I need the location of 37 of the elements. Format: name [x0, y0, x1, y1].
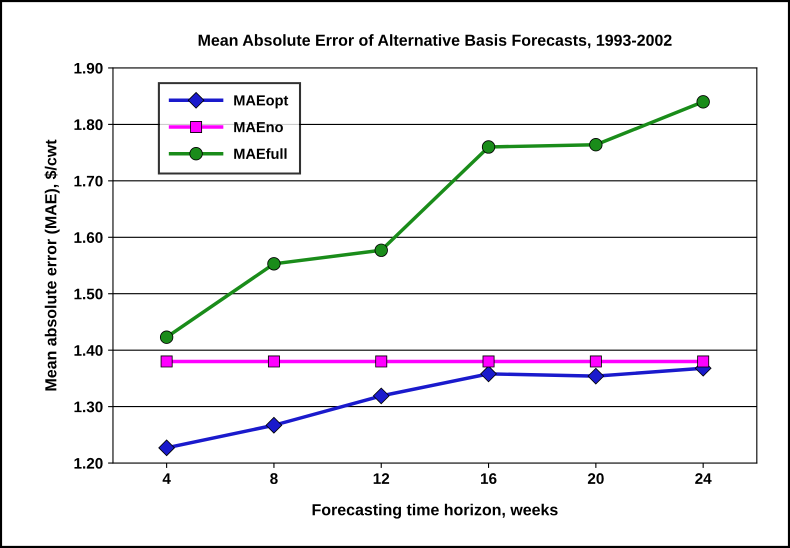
point: [696, 95, 710, 108]
y-tick-label: 1.50: [74, 288, 103, 300]
x-tick-label: 20: [588, 473, 604, 484]
x-tick-label: 24: [695, 473, 712, 484]
x-tick-label: 16: [481, 473, 496, 484]
y-tick-label: 1.70: [74, 176, 103, 187]
point: [697, 355, 710, 368]
y-axis-title: Mean absolute error (MAE), $/cwt: [44, 140, 60, 390]
legend-label: MAEfull: [234, 148, 287, 159]
point: [589, 138, 603, 152]
y-tick-label: 1.20: [74, 458, 103, 469]
point: [588, 368, 604, 384]
x-tick-label: 8: [270, 473, 278, 484]
x-axis-title: Forecasting time horizon, weeks: [312, 504, 558, 519]
point: [374, 244, 388, 257]
point: [480, 366, 497, 382]
legend-label: MAEopt: [234, 95, 288, 108]
point: [590, 355, 602, 368]
point: [372, 388, 390, 404]
point: [266, 416, 282, 434]
point: [267, 257, 281, 270]
legend-label: MAEno: [234, 122, 283, 132]
y-tick-label: 1.80: [74, 119, 103, 130]
x-tick-label: 12: [374, 473, 390, 484]
point: [482, 140, 496, 154]
y-tick-label: 1.90: [74, 62, 103, 74]
y-tick-label: 1.30: [74, 401, 103, 412]
chart-title: Mean Absolute Error of Alternative Basis Forecasts, 1993-2002: [198, 34, 672, 48]
y-tick-label: 1.60: [74, 232, 103, 243]
point: [160, 355, 173, 368]
point: [160, 330, 174, 344]
x-tick-label: 4: [162, 473, 171, 484]
y-tick-label: 1.40: [74, 345, 103, 356]
point: [375, 355, 388, 368]
point: [482, 355, 495, 368]
point: [158, 440, 175, 456]
point: [268, 355, 280, 368]
